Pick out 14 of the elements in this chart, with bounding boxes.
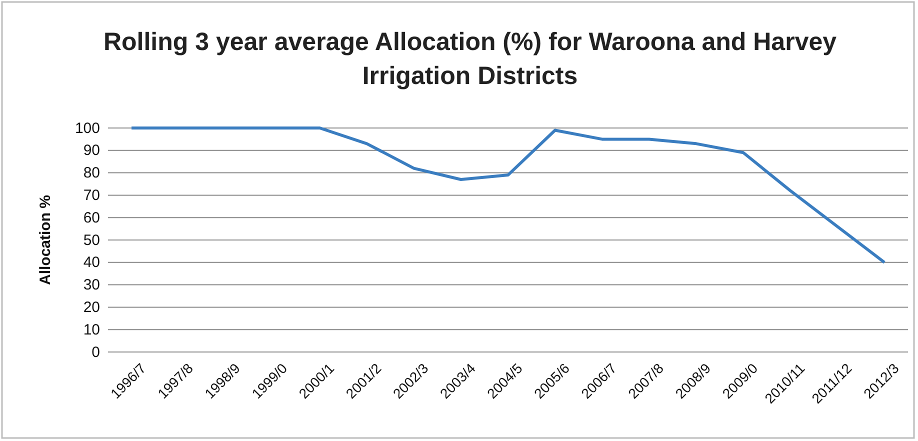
y-tick-label: 40 xyxy=(83,254,100,272)
y-tick-label: 20 xyxy=(83,299,100,316)
y-tick-label: 60 xyxy=(83,209,100,226)
y-tick-label: 90 xyxy=(83,142,100,160)
chart-title: Rolling 3 year average Allocation (%) for Waroona and Harvey Irrigation Districts xyxy=(103,28,837,90)
line-series xyxy=(130,126,886,264)
y-tick-label: 30 xyxy=(83,276,100,294)
y-tick-label: 10 xyxy=(83,321,100,338)
y-tick-label: 50 xyxy=(83,232,100,249)
y-tick-label: 100 xyxy=(74,120,100,137)
y-tick-label: 70 xyxy=(83,187,100,204)
y-tick-label: 0 xyxy=(92,344,100,361)
y-tick-label: 80 xyxy=(83,164,100,182)
y-axis-title: Allocation % xyxy=(37,194,54,286)
